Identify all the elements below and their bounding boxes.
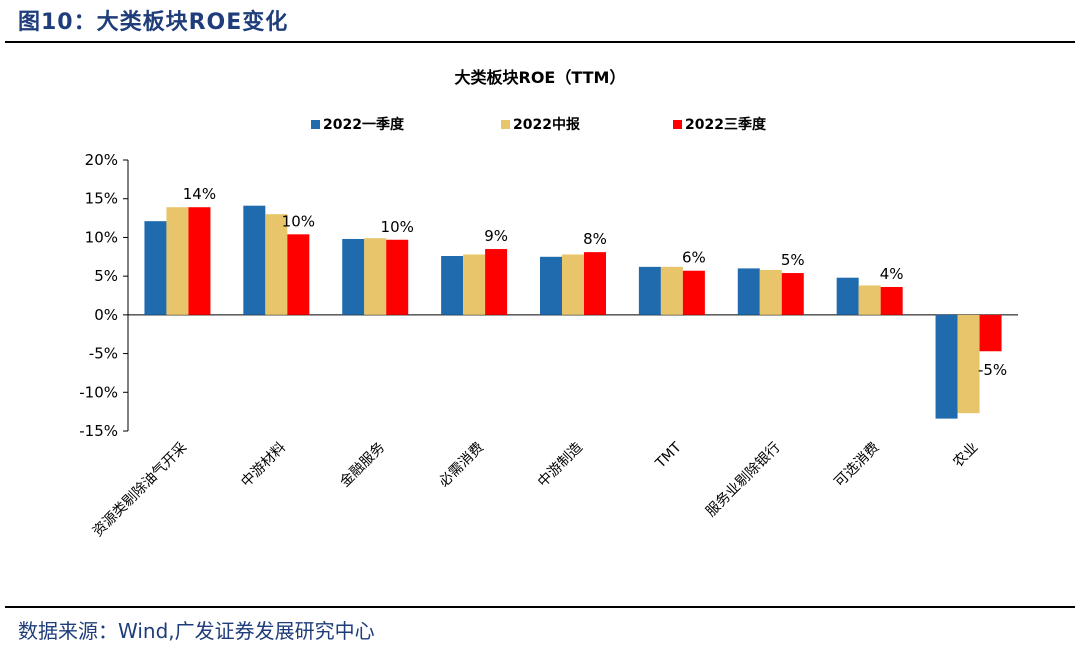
legend-swatch-2 <box>501 120 510 129</box>
bar-1-中游制造 <box>540 256 562 315</box>
chart-title: 大类板块ROE（TTM） <box>455 68 626 87</box>
legend-label-1: 2022一季度 <box>323 116 405 133</box>
x-axis-labels: 资源类剔除油气开采 中游材料 金融服务 必需消费 中游制造 TMT 服务业剔除银行 可选消费 农… <box>90 439 982 540</box>
bar-3-可选消费 <box>880 286 903 315</box>
bar-1-TMT <box>638 266 661 315</box>
y-tick-label: 20% <box>85 151 118 169</box>
bar-3-TMT <box>682 270 705 315</box>
bar-2-资源类剔除油气开采 <box>166 207 189 315</box>
x-tick-label: 可选消费 <box>832 440 883 491</box>
data-label: 5% <box>781 251 805 269</box>
bar-1-可选消费 <box>836 277 859 315</box>
bar-2-TMT <box>660 266 683 315</box>
bar-1-农业 <box>935 314 958 419</box>
x-tick-label: 资源类剔除油气开采 <box>90 440 190 540</box>
bar-1-必需消费 <box>441 256 464 315</box>
x-tick-label: 金融服务 <box>337 440 388 491</box>
x-tick-label: 中游材料 <box>238 440 289 491</box>
bar-3-中游材料 <box>287 234 310 315</box>
bottom-rule <box>5 606 1075 608</box>
data-label: 9% <box>484 227 508 245</box>
x-tick-label: 农业 <box>950 440 981 471</box>
top-rule <box>5 41 1075 43</box>
data-label: -5% <box>978 361 1007 379</box>
x-tick-label: 中游制造 <box>535 440 586 491</box>
x-tick-label: 服务业剔除银行 <box>703 440 784 521</box>
bar-3-金融服务 <box>386 239 409 315</box>
bar-1-中游材料 <box>243 205 266 315</box>
data-labels: 14% 10% 10% 9% 8% 6% 5% 4% -5% <box>183 185 1007 379</box>
legend-swatch-1 <box>311 120 320 129</box>
data-label: 4% <box>880 265 904 283</box>
roe-bar-chart: 大类板块ROE（TTM） 2022一季度 2022中报 2022三季度 20% 15%… <box>79 68 1018 540</box>
bar-1-金融服务 <box>342 238 365 315</box>
x-tick-label: 必需消费 <box>436 440 487 491</box>
data-label: 10% <box>381 218 414 236</box>
bar-2-中游制造 <box>562 254 584 315</box>
data-label: 10% <box>282 212 315 230</box>
bar-2-服务业剔除银行 <box>759 269 782 315</box>
bar-3-服务业剔除银行 <box>781 273 804 315</box>
bar-3-农业 <box>979 314 1002 352</box>
y-tick-label: 0% <box>94 306 118 324</box>
legend: 2022一季度 2022中报 2022三季度 <box>311 116 767 133</box>
bar-2-可选消费 <box>858 285 881 315</box>
bar-1-服务业剔除银行 <box>737 268 760 315</box>
legend-swatch-3 <box>673 120 682 129</box>
data-label: 8% <box>583 230 607 248</box>
y-tick-label: 5% <box>94 267 118 285</box>
bar-2-必需消费 <box>463 254 486 315</box>
bar-3-必需消费 <box>485 249 508 315</box>
x-tick-label: TMT <box>652 439 685 472</box>
source-note: 数据来源：Wind,广发证券发展研究中心 <box>18 619 375 643</box>
bar-2-中游材料 <box>265 214 288 315</box>
y-tick-label: -5% <box>89 345 118 363</box>
data-label: 6% <box>682 249 706 267</box>
bar-3-中游制造 <box>584 252 606 315</box>
y-tick-label: 15% <box>85 190 118 208</box>
bar-2-金融服务 <box>364 238 387 315</box>
bars <box>144 205 1002 419</box>
y-tick-label: -15% <box>79 422 118 440</box>
bar-1-资源类剔除油气开采 <box>144 221 167 315</box>
data-label: 14% <box>183 185 216 203</box>
bar-2-农业 <box>957 314 980 414</box>
y-tick-label: 10% <box>85 228 118 246</box>
y-tick-label: -10% <box>79 383 118 401</box>
bar-3-资源类剔除油气开采 <box>188 207 211 315</box>
legend-label-3: 2022三季度 <box>685 116 767 133</box>
figure-caption: 图10：大类板块ROE变化 <box>18 10 289 35</box>
legend-label-2: 2022中报 <box>513 116 580 133</box>
